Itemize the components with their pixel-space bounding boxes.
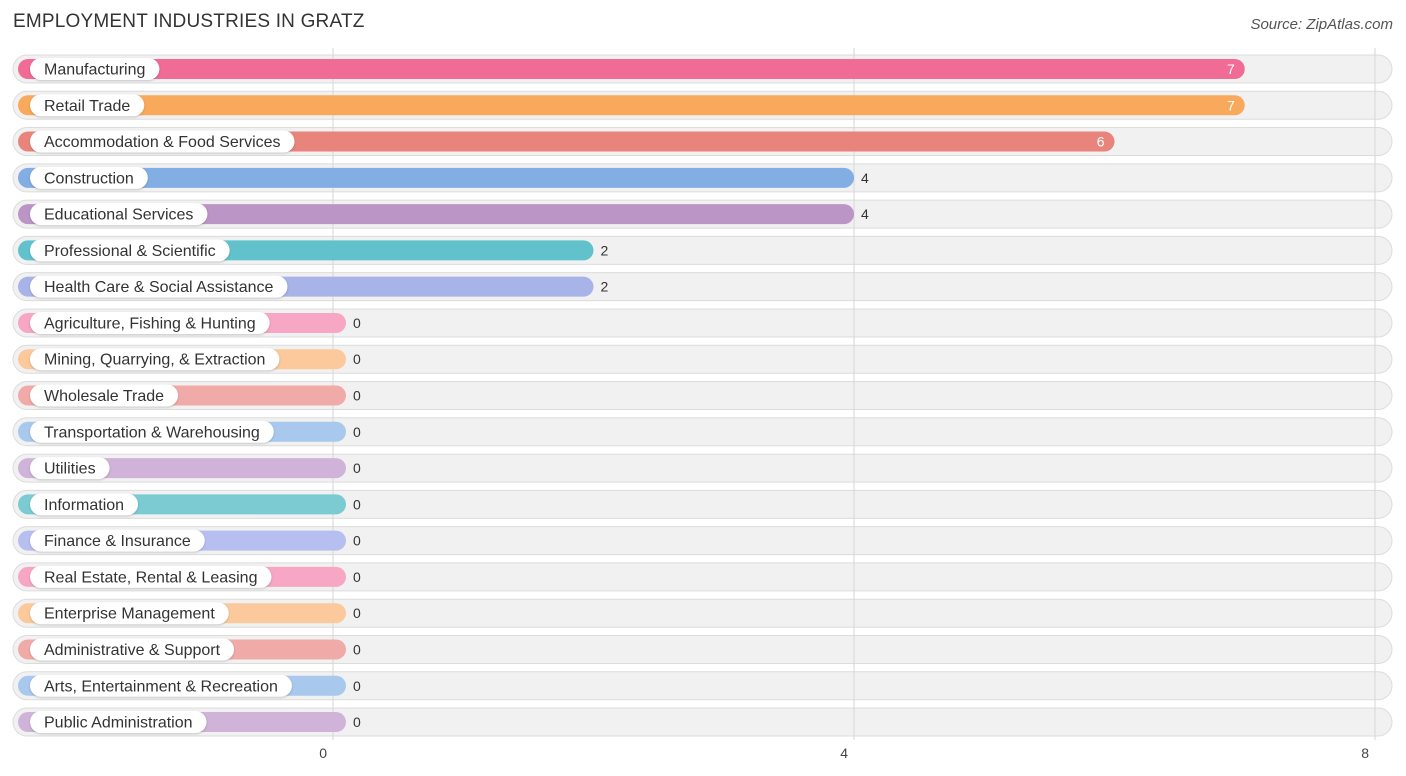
value-label: 0 — [353, 351, 361, 367]
value-label: 0 — [353, 605, 361, 621]
value-label: 0 — [353, 641, 361, 657]
category-label-pill — [30, 565, 272, 588]
row-background — [12, 562, 1393, 592]
bar-3 — [18, 167, 854, 188]
value-label: 2 — [601, 279, 609, 295]
category-label: Construction — [44, 170, 134, 187]
category-label: Utilities — [44, 461, 96, 478]
category-label-pill — [30, 602, 229, 625]
category-label: Health Care & Social Assistance — [44, 279, 274, 296]
category-label-pill — [30, 94, 145, 117]
x-axis-ticks: 0 4 8 — [319, 745, 1369, 761]
category-label-pill — [30, 529, 205, 552]
chart-source: Source: ZipAtlas.com — [1250, 16, 1393, 33]
value-label: 0 — [353, 714, 361, 730]
x-tick-label: 8 — [1361, 745, 1369, 761]
category-label: Agriculture, Fishing & Hunting — [44, 315, 256, 332]
category-label-pill — [30, 420, 274, 443]
category-label-pill — [30, 166, 148, 189]
bar-0 — [18, 59, 1245, 79]
category-label: Wholesale Trade — [44, 388, 164, 405]
category-label: Accommodation & Food Services — [44, 134, 281, 151]
value-label: 0 — [353, 496, 361, 512]
row-background — [12, 308, 1393, 338]
category-label-pill — [30, 311, 270, 334]
category-label-pill — [30, 348, 280, 371]
value-label: 7 — [1227, 61, 1235, 77]
category-label-pill — [30, 493, 139, 516]
category-label-pill — [30, 384, 179, 407]
row-background — [12, 381, 1393, 411]
value-label: 0 — [353, 460, 361, 476]
row-background — [12, 671, 1393, 701]
category-label: Professional & Scientific — [44, 243, 216, 260]
category-label: Retail Trade — [44, 98, 130, 115]
row-background — [12, 526, 1393, 556]
value-label: 7 — [1227, 97, 1235, 113]
category-label-pill — [30, 239, 230, 262]
category-label: Enterprise Management — [44, 606, 215, 623]
category-label: Arts, Entertainment & Recreation — [44, 678, 278, 695]
value-label: 0 — [353, 424, 361, 440]
category-label-pill — [30, 130, 295, 153]
row-background — [12, 417, 1393, 447]
category-label-pill — [30, 58, 160, 80]
chart-title: EMPLOYMENT INDUSTRIES IN GRATZ — [13, 11, 365, 32]
value-label: 0 — [353, 533, 361, 549]
bar-1 — [18, 95, 1245, 116]
category-label-pill — [30, 674, 292, 697]
category-label: Public Administration — [44, 715, 193, 732]
row-background — [12, 634, 1393, 664]
category-label-pill — [30, 638, 235, 661]
category-label: Manufacturing — [44, 62, 145, 79]
value-label: 0 — [353, 678, 361, 694]
value-label: 0 — [353, 569, 361, 585]
row-background — [12, 453, 1393, 483]
value-label: 6 — [1097, 134, 1105, 150]
bars: Manufacturing 7 Retail Trade 7 Accommodation… — [18, 58, 1245, 734]
row-background — [12, 707, 1393, 737]
category-label: Administrative & Support — [44, 642, 221, 659]
category-label-pill — [30, 711, 207, 734]
category-label: Finance & Insurance — [44, 533, 191, 550]
category-label-pill — [30, 457, 110, 480]
category-label: Transportation & Warehousing — [44, 424, 260, 441]
x-tick-label: 0 — [319, 745, 327, 761]
category-label: Mining, Quarrying, & Extraction — [44, 352, 265, 369]
category-label: Real Estate, Rental & Leasing — [44, 569, 257, 586]
row-background — [12, 344, 1393, 374]
row-background — [12, 489, 1393, 519]
category-label: Educational Services — [44, 207, 193, 224]
value-label: 4 — [861, 170, 869, 186]
row-background — [12, 598, 1393, 628]
category-label-pill — [30, 203, 208, 226]
bar-4 — [18, 204, 854, 225]
value-label: 4 — [861, 206, 869, 222]
value-label: 2 — [601, 242, 609, 258]
value-label: 0 — [353, 315, 361, 331]
x-tick-label: 4 — [840, 745, 848, 761]
category-label-pill — [30, 275, 288, 298]
category-label: Information — [44, 497, 124, 514]
value-label: 0 — [353, 388, 361, 404]
